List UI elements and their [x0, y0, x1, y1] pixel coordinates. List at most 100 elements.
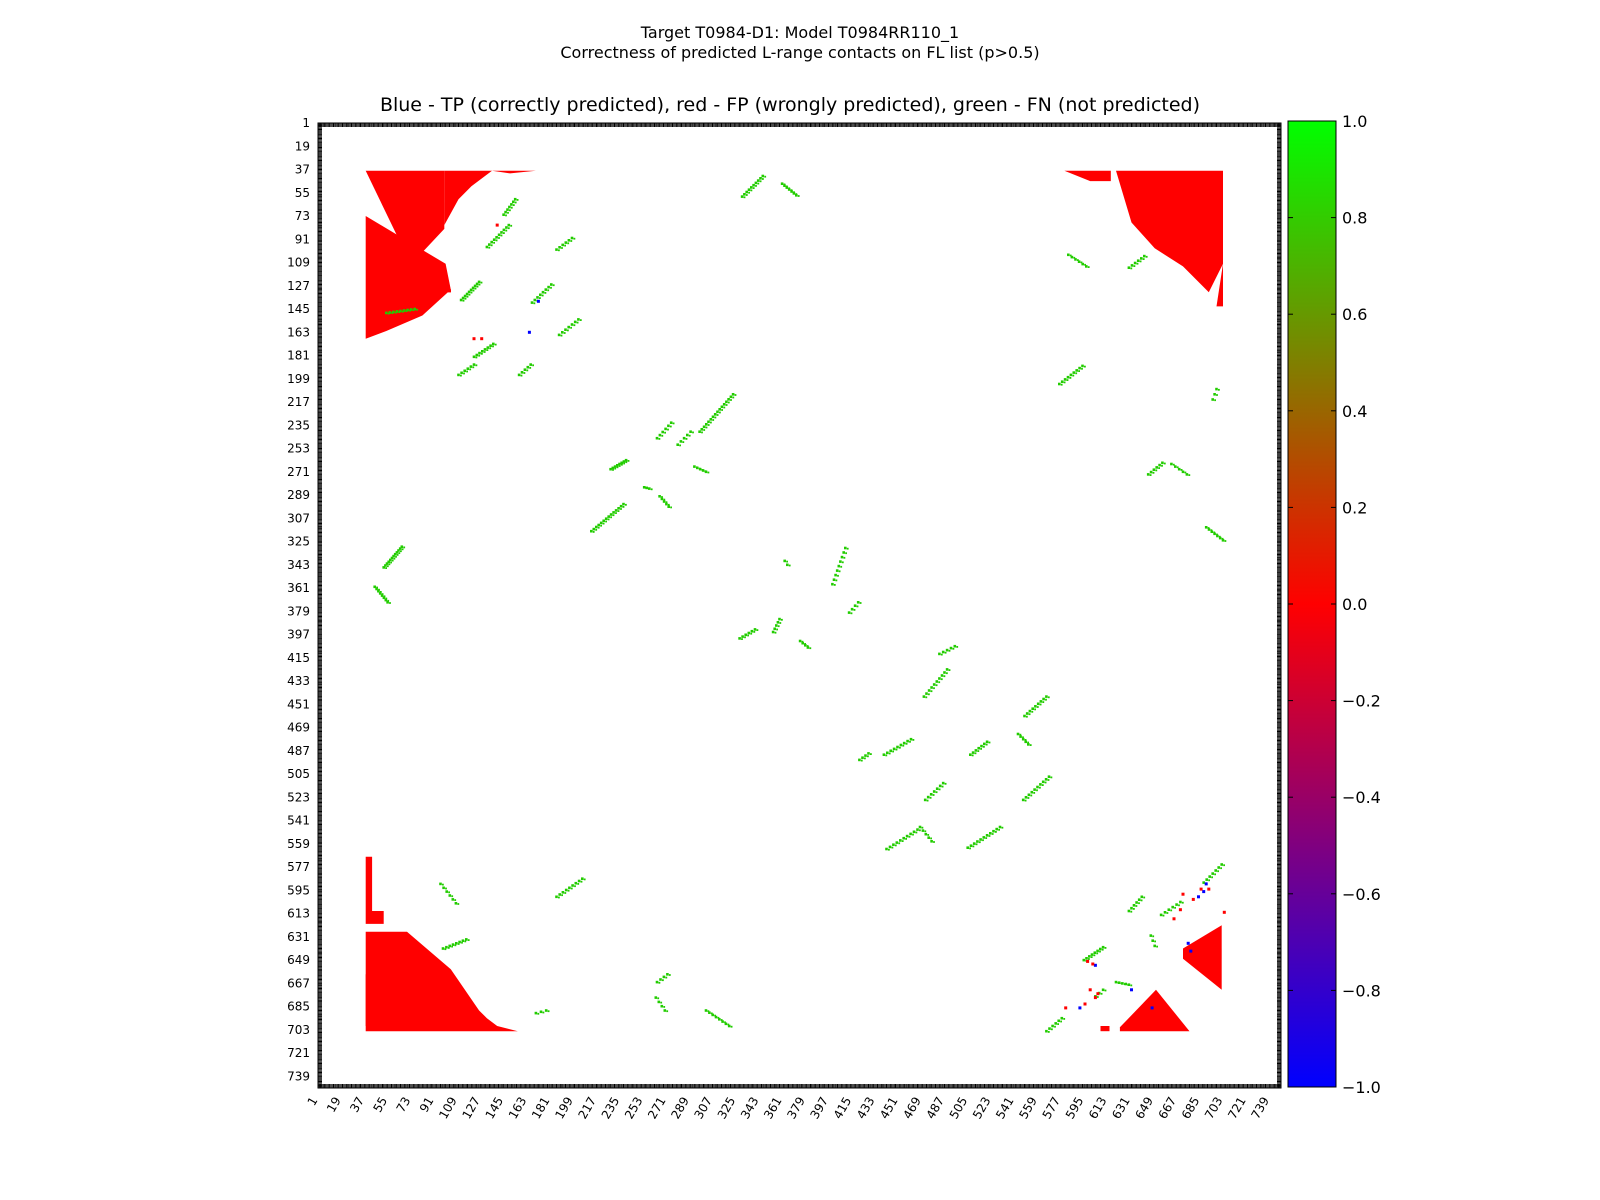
fn-contact — [483, 348, 487, 351]
fn-contact — [985, 837, 988, 839]
fn-contact — [1044, 781, 1047, 784]
fn-contact — [856, 601, 860, 604]
fn-contact — [533, 298, 537, 302]
fn-contact — [1220, 863, 1223, 866]
fn-contact — [503, 232, 505, 234]
fn-contact — [985, 743, 988, 746]
fn-contact — [667, 503, 670, 506]
fn-contact — [926, 799, 929, 802]
fn-contact — [507, 223, 511, 227]
fn-contact — [916, 828, 919, 831]
fn-contact — [714, 1015, 718, 1019]
fn-contact — [775, 624, 778, 627]
fn-contact — [475, 282, 479, 286]
fn-contact — [385, 562, 389, 565]
fn-contact — [667, 505, 670, 508]
fn-contact — [616, 466, 619, 469]
fn-contact — [1066, 375, 1070, 379]
y-tick-label: 253 — [287, 442, 310, 456]
fp-contact — [1088, 988, 1092, 992]
fn-contact — [513, 197, 517, 201]
fn-contact — [1223, 864, 1225, 867]
fn-contact — [375, 587, 378, 591]
fn-contact — [622, 460, 626, 463]
fn-contact — [384, 564, 387, 567]
fn-contact — [1167, 908, 1171, 911]
fn-contact — [743, 193, 746, 196]
fn-contact — [711, 1013, 714, 1017]
fn-contact — [1146, 473, 1150, 476]
fn-contact — [1069, 377, 1072, 379]
fn-contact — [539, 1010, 543, 1014]
fn-contact — [1088, 955, 1091, 958]
fn-contact — [948, 669, 951, 671]
fn-contact — [1039, 700, 1043, 703]
fn-contact — [1139, 260, 1142, 263]
y-tick-label: 379 — [287, 604, 310, 618]
tp-contact — [1204, 882, 1208, 886]
fn-contact — [395, 551, 399, 554]
fn-contact — [561, 891, 565, 894]
fn-contact — [611, 466, 615, 470]
fn-contact — [759, 177, 762, 180]
fn-contact — [906, 739, 909, 743]
fn-contact — [721, 409, 723, 411]
colorbar-tick-label: −0.8 — [1342, 981, 1381, 1000]
fn-contact — [1066, 379, 1069, 381]
fn-contact — [472, 363, 476, 366]
fn-contact — [1096, 996, 1099, 998]
fn-contact — [716, 414, 719, 416]
fn-contact — [507, 211, 509, 214]
x-tick-label: 217 — [576, 1095, 600, 1122]
fn-contact — [686, 433, 689, 437]
fn-contact — [727, 401, 730, 404]
fn-contact — [466, 370, 468, 373]
fn-contact — [745, 190, 748, 194]
fn-contact — [1031, 707, 1034, 710]
fn-contact — [696, 466, 699, 470]
fn-contact — [1045, 698, 1047, 701]
fn-contact — [1051, 1024, 1054, 1028]
fn-contact — [747, 188, 751, 191]
fn-contact — [707, 471, 710, 474]
fn-contact — [558, 896, 560, 899]
fn-contact — [935, 680, 939, 683]
fn-contact — [925, 696, 928, 699]
fn-contact — [705, 426, 708, 429]
fn-contact — [455, 942, 458, 945]
fn-contact — [564, 892, 567, 894]
fn-contact — [457, 943, 460, 945]
fn-contact — [489, 344, 492, 347]
fn-contact — [1041, 784, 1044, 786]
x-tick-label: 55 — [370, 1095, 390, 1115]
fn-contact — [1036, 789, 1038, 792]
y-tick-label: 109 — [287, 256, 310, 270]
fn-contact — [461, 296, 465, 300]
fn-contact — [488, 243, 491, 246]
fn-contact — [388, 311, 392, 314]
fn-contact — [533, 302, 536, 305]
fn-contact — [1175, 903, 1178, 906]
y-tick-label: 55 — [295, 186, 310, 200]
x-tick-label: 613 — [1086, 1095, 1110, 1122]
colorbar-tick-label: 0.6 — [1342, 305, 1367, 324]
fn-contact — [850, 607, 854, 611]
fn-contact — [616, 464, 619, 467]
fn-contact — [605, 520, 607, 523]
fn-contact — [595, 525, 598, 529]
fn-contact — [744, 636, 746, 639]
fn-contact — [888, 752, 891, 755]
plot-frame — [317, 122, 1282, 1089]
y-tick-label: 487 — [287, 744, 310, 758]
fn-contact — [1155, 469, 1158, 472]
fp-region — [444, 170, 492, 226]
fn-contact — [669, 421, 673, 424]
x-tick-label: 73 — [394, 1095, 414, 1115]
fn-contact — [590, 529, 593, 533]
fn-contact — [895, 841, 899, 844]
colorbar-tick-label: −0.6 — [1342, 885, 1381, 904]
fn-contact — [837, 574, 839, 577]
fn-contact — [597, 523, 600, 527]
fn-contact — [885, 754, 888, 757]
